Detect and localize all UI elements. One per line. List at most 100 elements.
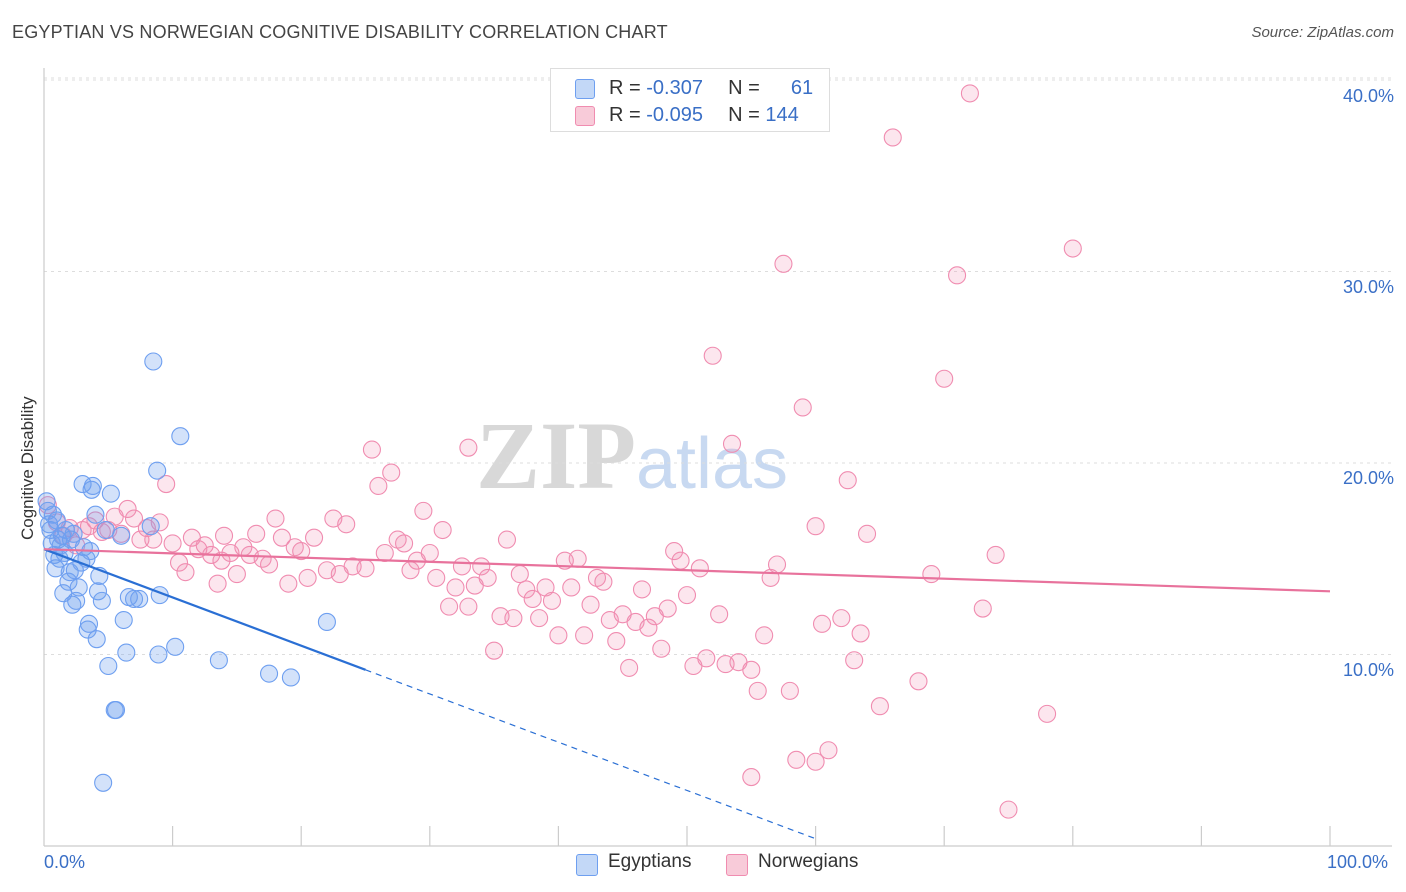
correlation-legend: R = -0.307 N = 61 R = -0.095 N = 144	[550, 68, 830, 132]
norwegians-point	[382, 463, 401, 482]
egyptians-point	[88, 582, 108, 601]
egyptians-point	[144, 352, 163, 371]
norwegians-point	[755, 626, 774, 645]
norwegians-point	[472, 557, 491, 576]
norwegians-point	[832, 609, 851, 628]
norwegians-points	[38, 84, 1082, 819]
norwegians-point	[767, 555, 787, 574]
norwegians-point	[1038, 704, 1057, 723]
chart-title: EGYPTIAN VS NORWEGIAN COGNITIVE DISABILI…	[12, 22, 668, 42]
egyptians-point	[79, 614, 99, 633]
norwegians-point	[395, 534, 414, 553]
norwegians-point	[305, 528, 324, 547]
watermark: ZIPatlas	[476, 402, 788, 509]
egyptians-swatch	[575, 79, 595, 99]
egyptians-points	[37, 352, 336, 792]
norwegians-swatch	[575, 106, 595, 126]
egyptians-n-value: 61	[790, 77, 814, 99]
norwegians-point	[259, 555, 279, 574]
norwegians-point	[774, 254, 793, 273]
norwegians-point	[999, 800, 1018, 819]
egyptians-point	[171, 427, 190, 446]
norwegians-point	[504, 609, 523, 628]
norwegians-point	[986, 545, 1005, 564]
egyptians-legend-label: Egyptians	[608, 851, 692, 872]
grid-lines	[44, 77, 1392, 655]
norwegians-point	[819, 741, 838, 760]
norwegians-point	[272, 528, 291, 547]
norwegians-point	[144, 530, 163, 549]
egyptians-point	[106, 700, 126, 720]
norwegians-point	[909, 672, 928, 691]
egyptians-point	[67, 591, 86, 610]
norwegians-point	[227, 565, 246, 584]
norwegians-point	[214, 526, 234, 545]
norwegians-point	[446, 578, 465, 597]
norwegians-point	[935, 369, 954, 388]
norwegians-point	[742, 660, 761, 679]
norwegians-point	[857, 524, 877, 543]
norwegians-point	[594, 572, 613, 591]
norwegians-point	[369, 476, 388, 496]
norwegians-point	[124, 509, 144, 528]
norwegians-point	[247, 524, 266, 543]
norwegians-point	[523, 589, 542, 609]
norwegians-point	[787, 750, 806, 769]
egyptians-point	[166, 637, 185, 656]
norwegians-point	[459, 438, 478, 457]
egyptians-point	[83, 476, 102, 496]
egyptians-point	[281, 668, 300, 687]
norwegians-point	[510, 565, 529, 584]
norwegians-point	[658, 599, 677, 618]
egyptians-point	[87, 630, 106, 649]
norwegians-point	[652, 639, 671, 658]
norwegians-point	[845, 651, 864, 670]
norwegians-point	[420, 543, 439, 563]
norwegians-point	[440, 597, 459, 616]
egyptians-n-label: N =	[728, 77, 760, 99]
egyptians-point	[117, 643, 136, 662]
norwegians-point	[581, 595, 600, 614]
norwegians-point	[883, 128, 902, 147]
norwegians-point	[208, 574, 227, 593]
egyptians-legend-swatch	[576, 854, 598, 876]
norwegians-point	[639, 618, 658, 637]
norwegians-point	[973, 599, 992, 618]
egyptians-r-label: R =	[609, 77, 641, 99]
norwegians-point	[150, 513, 169, 532]
x-tick-max: 100.0%	[1327, 852, 1389, 872]
egyptians-point	[46, 559, 65, 578]
norwegians-point	[742, 768, 761, 787]
egyptians-point	[114, 610, 133, 630]
norwegians-point	[542, 591, 562, 610]
norwegians-r-value: -0.095	[646, 104, 703, 126]
norwegians-point	[710, 605, 729, 624]
y-tick-40: 40.0%	[1342, 86, 1394, 106]
norwegians-point	[607, 632, 626, 651]
chart-source: Source: ZipAtlas.com	[1251, 24, 1394, 41]
norwegians-point	[568, 549, 587, 568]
norwegians-point	[632, 580, 652, 599]
egyptians-point	[37, 492, 56, 511]
norwegians-point	[697, 649, 716, 668]
norwegians-point	[851, 624, 870, 643]
norwegians-point	[292, 542, 311, 561]
egyptians-point	[78, 620, 97, 639]
norwegians-point	[1063, 239, 1082, 258]
norwegians-point	[748, 681, 767, 700]
norwegians-point	[960, 84, 979, 103]
norwegians-point	[485, 641, 504, 660]
egyptians-point	[69, 578, 88, 597]
norwegians-point	[677, 586, 697, 605]
norwegians-point	[838, 471, 857, 490]
egyptians-trend-extension	[365, 669, 816, 840]
norwegians-n-label: N =	[728, 104, 760, 126]
egyptians-point	[149, 645, 168, 664]
egyptians-trend-line	[43, 548, 366, 671]
norwegians-point	[266, 509, 285, 528]
egyptians-point	[92, 591, 111, 610]
norwegians-point	[131, 530, 150, 549]
egyptians-point	[148, 461, 167, 480]
norwegians-point	[337, 515, 356, 534]
trend-lines	[43, 548, 1331, 840]
